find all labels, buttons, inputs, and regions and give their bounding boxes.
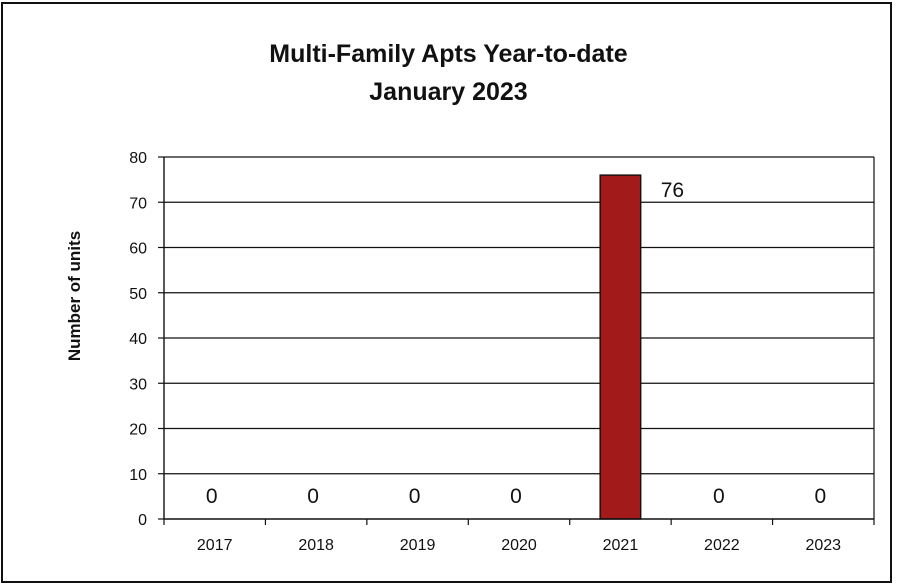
x-tick-label: 2021	[603, 537, 639, 554]
axes	[158, 156, 875, 525]
x-tick-label: 2019	[400, 537, 436, 554]
data-label: 0	[206, 485, 218, 508]
data-label: 0	[814, 485, 826, 508]
chart-subtitle: January 2023	[369, 78, 528, 106]
bar	[599, 174, 642, 520]
data-label: 0	[510, 485, 522, 508]
y-axis-label: Number of units	[65, 231, 84, 361]
y-tick-label: 10	[129, 467, 147, 484]
y-tick-label: 80	[129, 150, 147, 167]
y-tick-label: 50	[129, 286, 147, 303]
gridlines	[164, 156, 874, 475]
x-tick-label: 2017	[197, 537, 233, 554]
chart-title: Multi-Family Apts Year-to-date	[269, 40, 628, 68]
x-tick-label: 2020	[501, 537, 537, 554]
labels: 0 10 20 30 40 50 60 70 80 2017 0 2018 0 2019 0 2020 0 202…	[129, 150, 841, 554]
bars	[599, 174, 642, 520]
y-tick-label: 40	[129, 331, 147, 348]
y-tick-label: 0	[138, 512, 147, 529]
data-label: 0	[307, 485, 319, 508]
data-label: 76	[661, 179, 684, 202]
x-tick-label: 2018	[298, 537, 334, 554]
y-tick-label: 30	[129, 376, 147, 393]
data-label: 0	[713, 485, 725, 508]
y-tick-label: 20	[129, 422, 147, 439]
x-tick-label: 2023	[805, 537, 841, 554]
y-tick-label: 70	[129, 195, 147, 212]
data-label: 0	[409, 485, 421, 508]
y-tick-label: 60	[129, 241, 147, 258]
x-tick-label: 2022	[704, 537, 740, 554]
